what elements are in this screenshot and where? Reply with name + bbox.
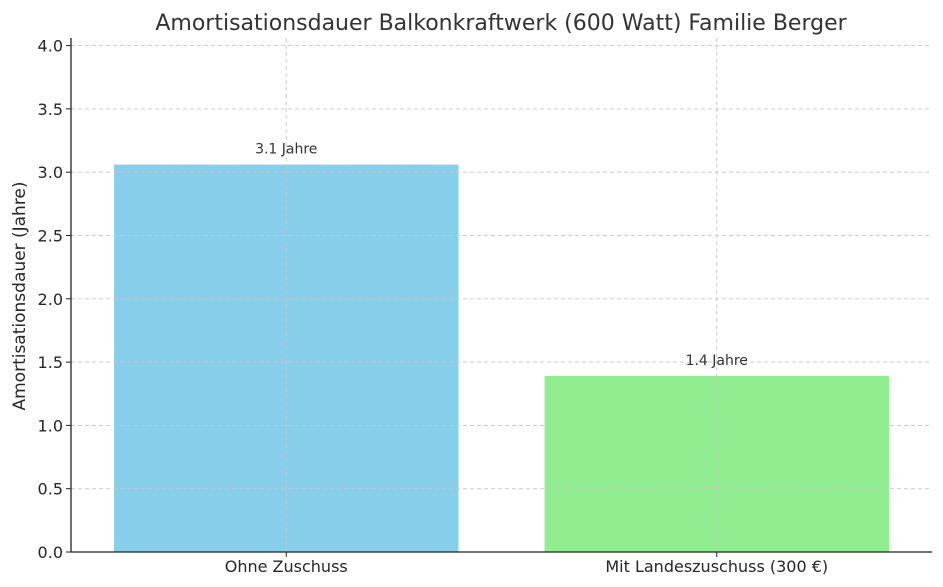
x-tick-label: Mit Landeszuschuss (300 €) xyxy=(605,557,828,576)
chart-title: Amortisationsdauer Balkonkraftwerk (600 … xyxy=(155,11,847,36)
x-tick-label: Ohne Zuschuss xyxy=(225,557,348,576)
y-tick-label: 3.0 xyxy=(38,163,63,182)
y-tick-label: 2.5 xyxy=(38,226,63,245)
data-label: 3.1 Jahre xyxy=(255,142,317,158)
y-tick-label: 2.0 xyxy=(38,290,63,309)
y-tick-label: 1.0 xyxy=(38,416,63,435)
y-tick-label: 1.5 xyxy=(38,353,63,372)
data-label: 1.4 Jahre xyxy=(686,353,748,369)
y-tick-label: 4.0 xyxy=(38,37,63,56)
y-tick-label: 3.5 xyxy=(38,100,63,119)
y-axis-label: Amortisationsdauer (Jahre) xyxy=(10,181,30,410)
y-tick-label: 0.5 xyxy=(38,480,63,499)
y-tick-label: 0.0 xyxy=(38,543,63,562)
